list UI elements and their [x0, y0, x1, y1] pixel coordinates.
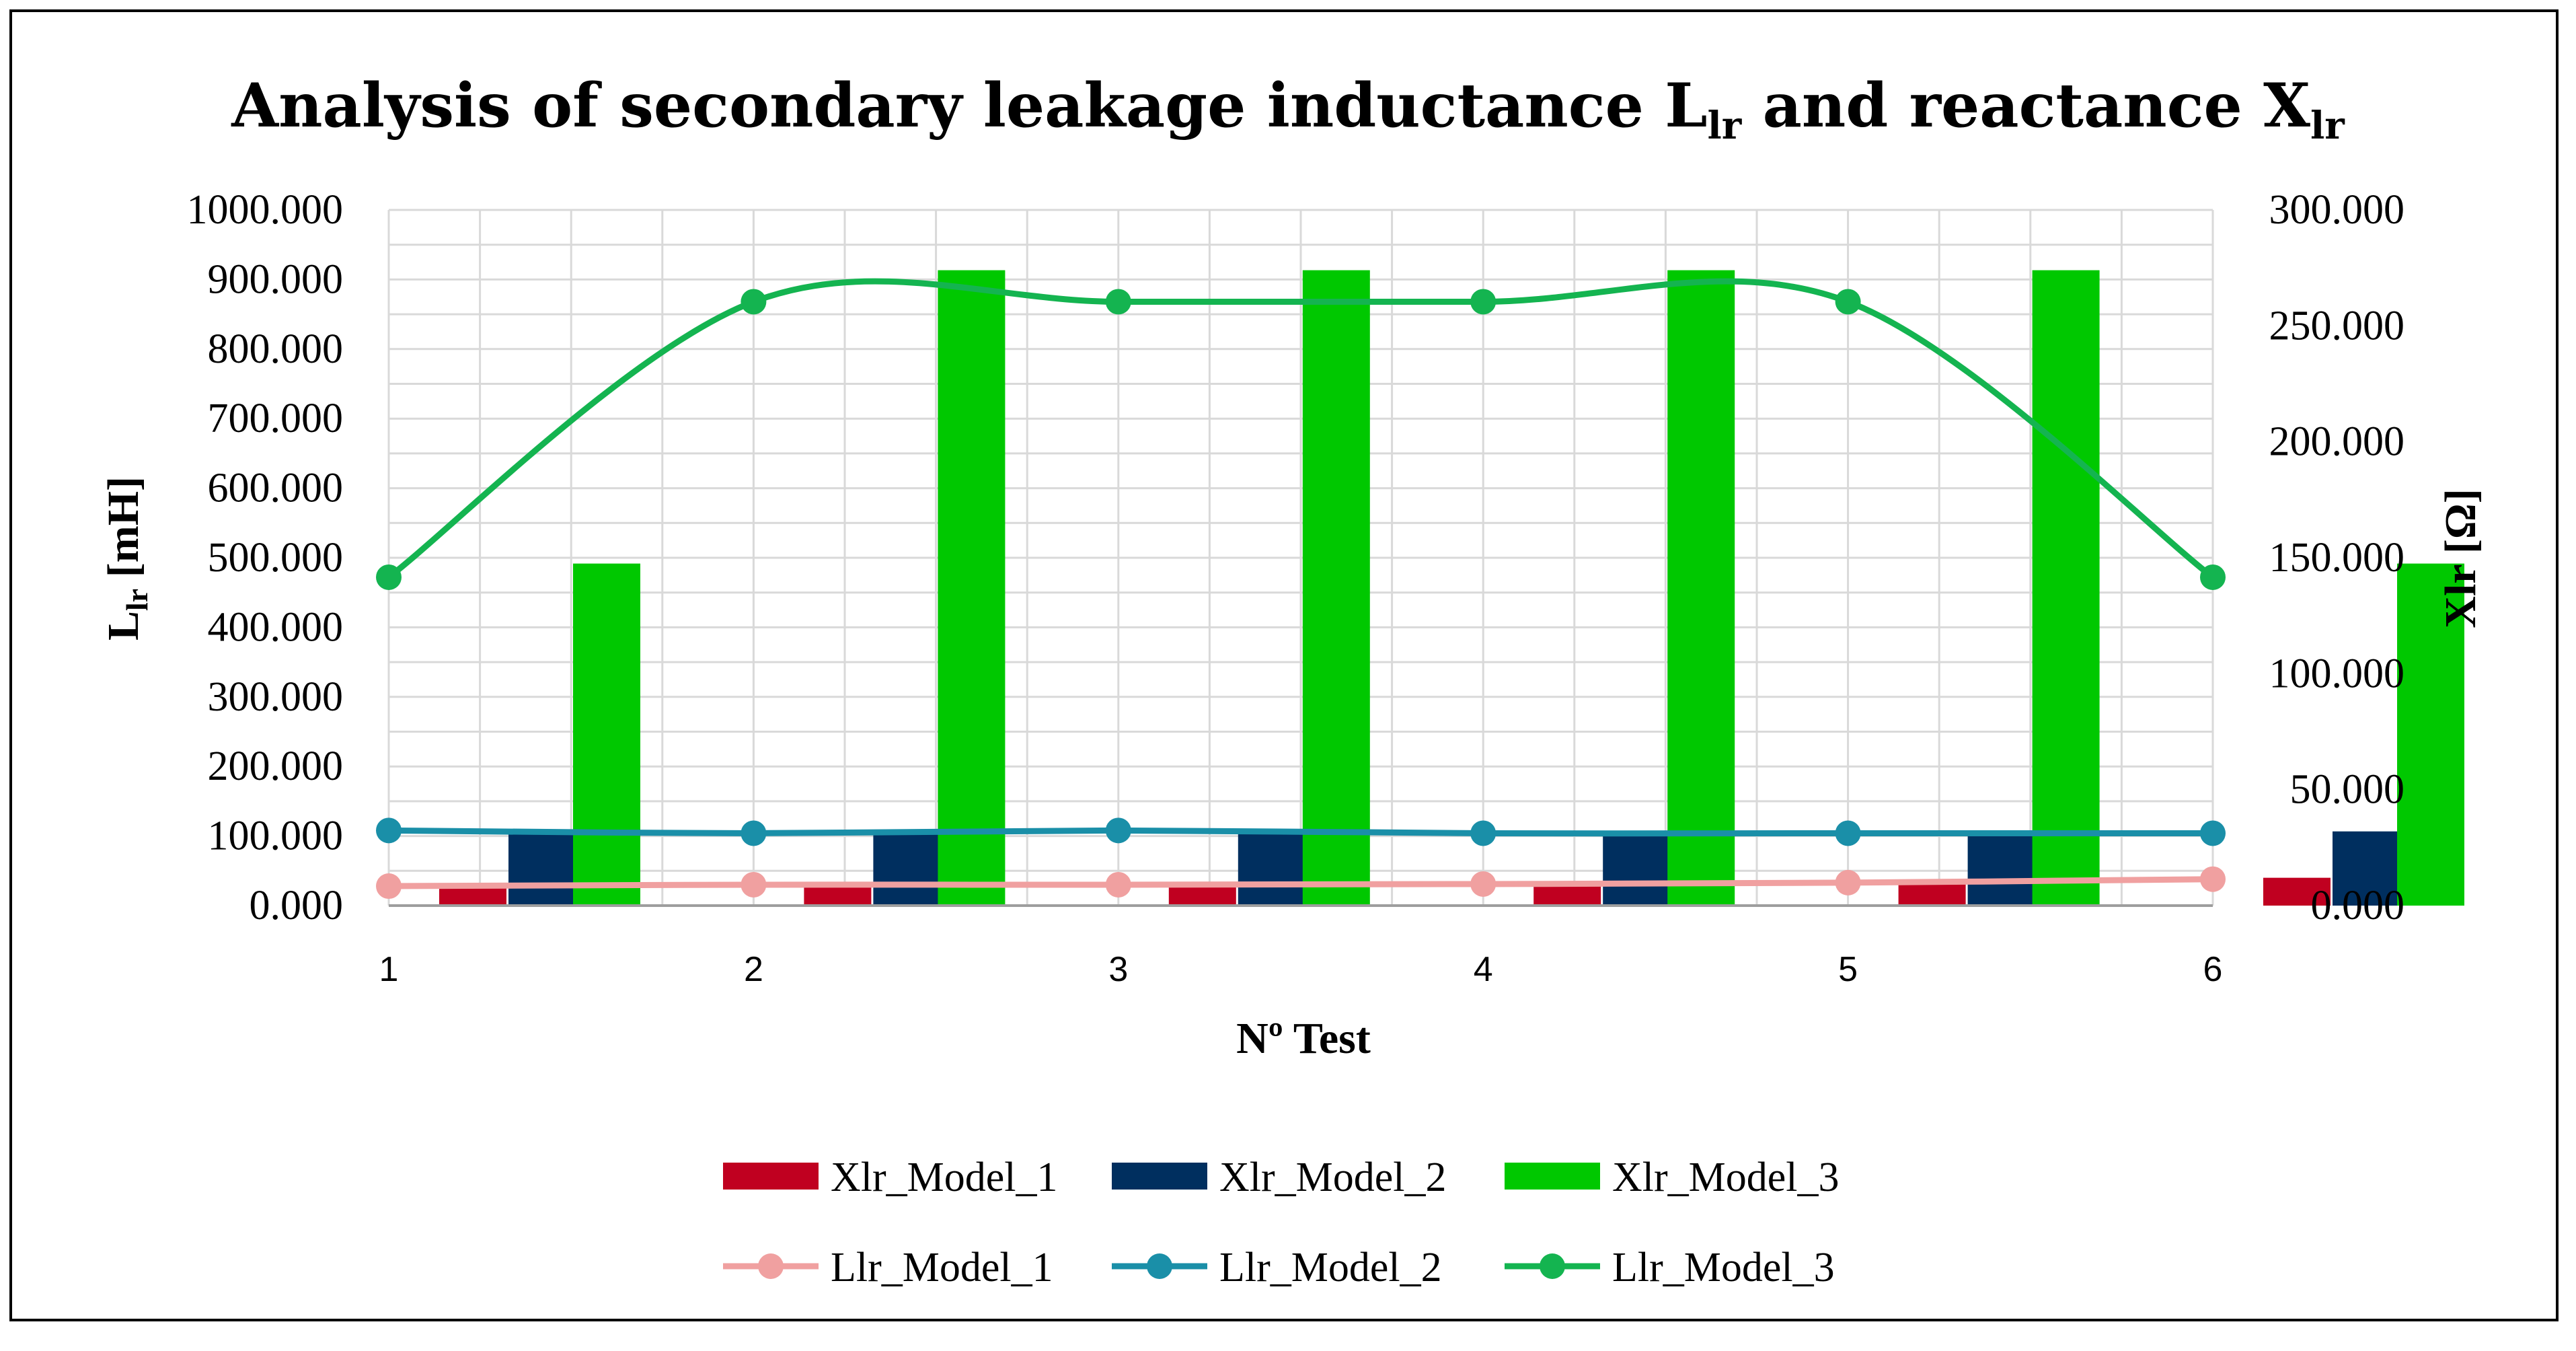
y2-tick-label: 100.000 [2269, 651, 2405, 696]
grid [387, 209, 2214, 907]
y2-axis-ticks: 0.000 50.000 100.000 150.000 200.000 250.000 3… [2269, 187, 2405, 928]
point-llr-model-2 [741, 820, 767, 846]
legend-label-llr-model-2: Llr_Model_2 [1219, 1245, 1442, 1290]
bar-xlr-model-3 [1667, 270, 1735, 906]
point-llr-model-3 [2200, 564, 2226, 590]
point-llr-model-2 [376, 817, 402, 844]
point-llr-model-2 [1835, 820, 1861, 846]
legend-swatch-xlr-model-2 [1112, 1163, 1207, 1190]
y-tick-label: 200.000 [208, 743, 344, 789]
x-tick-label: 6 [2203, 950, 2223, 989]
legend-label-llr-model-1: Llr_Model_1 [831, 1245, 1053, 1290]
legend-label-xlr-model-1: Xlr_Model_1 [831, 1155, 1058, 1200]
bar-layer [439, 270, 2464, 906]
y-tick-label: 400.000 [208, 604, 344, 650]
y-tick-label: 100.000 [208, 813, 344, 859]
x-axis-ticks: 1 2 3 4 5 6 [379, 950, 2223, 989]
legend-label-xlr-model-2: Xlr_Model_2 [1219, 1155, 1447, 1200]
y2-tick-label: 250.000 [2269, 303, 2405, 349]
x-tick-label: 5 [1838, 950, 1858, 989]
bar-xlr-model-2 [508, 831, 576, 906]
point-llr-model-3 [741, 289, 767, 315]
point-llr-model-2 [2200, 820, 2226, 846]
point-llr-model-3 [376, 564, 402, 590]
bar-xlr-model-2 [1967, 831, 2035, 906]
legend-swatch-xlr-model-3 [1505, 1163, 1600, 1190]
y-tick-label: 900.000 [208, 256, 344, 302]
y-axis-ticks: 0.000 100.000 200.000 300.000 400.000 500.000… [187, 187, 344, 928]
legend-marker-llr-model-3 [1540, 1253, 1565, 1279]
point-llr-model-1 [1835, 869, 1861, 896]
bar-xlr-model-2 [873, 831, 941, 906]
point-llr-model-1 [1105, 871, 1131, 898]
point-llr-model-1 [376, 873, 402, 900]
legend-label-xlr-model-3: Xlr_Model_3 [1612, 1155, 1840, 1200]
point-llr-model-1 [1470, 871, 1497, 897]
bar-xlr-model-2 [2333, 831, 2400, 906]
y-tick-label: 800.000 [208, 326, 344, 372]
point-llr-model-3 [1470, 289, 1497, 315]
bar-xlr-model-2 [1603, 831, 1671, 906]
point-llr-model-3 [1105, 289, 1131, 315]
bar-xlr-model-3 [938, 270, 1006, 906]
bar-xlr-model-3 [1302, 270, 1370, 906]
bar-xlr-model-3 [2397, 563, 2464, 906]
legend: Xlr_Model_1 Xlr_Model_2 Xlr_Model_3 Llr_Mod… [723, 1155, 1840, 1290]
y2-tick-label: 50.000 [2290, 767, 2405, 813]
point-llr-model-2 [1105, 817, 1131, 844]
y-tick-label: 700.000 [208, 396, 344, 441]
line-llr-model-1 [388, 876, 2213, 889]
point-llr-model-1 [2200, 866, 2226, 892]
legend-marker-llr-model-2 [1147, 1253, 1172, 1279]
bar-xlr-model-3 [573, 563, 640, 906]
y2-tick-label: 300.000 [2269, 187, 2405, 233]
line-llr-model-3 [387, 278, 2215, 580]
legend-label-llr-model-3: Llr_Model_3 [1612, 1245, 1835, 1290]
bar-xlr-model-1 [2263, 877, 2331, 906]
chart-title: Analysis of secondary leakage inductance… [231, 70, 2345, 148]
bar-xlr-model-2 [1238, 831, 1305, 906]
y-tick-label: 600.000 [208, 466, 344, 511]
y2-axis-label: Xlr [Ω] [2436, 488, 2485, 628]
legend-marker-llr-model-1 [758, 1253, 784, 1279]
chart-frame [9, 9, 2559, 1321]
y2-tick-label: 150.000 [2269, 535, 2405, 581]
point-llr-model-2 [1470, 820, 1497, 846]
y-tick-label: 300.000 [208, 674, 344, 720]
x-tick-label: 4 [1474, 950, 1493, 989]
x-tick-label: 3 [1108, 950, 1128, 989]
x-axis-label: Nº Test [1236, 1014, 1371, 1063]
line-layer [376, 278, 2226, 900]
y-tick-label: 0.000 [250, 883, 344, 928]
point-llr-model-1 [741, 871, 767, 898]
x-tick-label: 2 [744, 950, 763, 989]
legend-swatch-xlr-model-1 [723, 1163, 819, 1190]
y2-tick-label: 200.000 [2269, 419, 2405, 465]
y-tick-label: 500.000 [208, 535, 344, 581]
y-tick-label: 1000.000 [187, 187, 344, 233]
line-llr-model-2 [388, 827, 2213, 837]
bar-xlr-model-3 [2032, 270, 2100, 906]
point-llr-model-3 [1835, 289, 1861, 315]
y2-tick-label: 0.000 [2311, 883, 2405, 928]
x-tick-label: 1 [379, 950, 399, 989]
y-axis-label: Llr [mH] [99, 476, 154, 641]
